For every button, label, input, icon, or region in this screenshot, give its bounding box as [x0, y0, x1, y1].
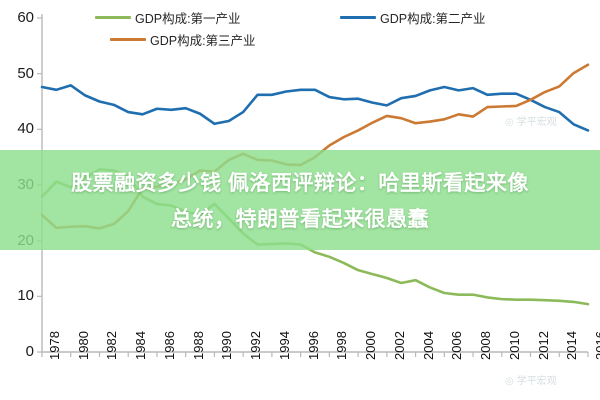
y-axis-tick-label: 0 — [25, 343, 34, 360]
x-axis-tick-label: 2016 — [593, 331, 600, 360]
headline-overlay-band — [0, 150, 600, 250]
x-axis-tick-label: 1986 — [161, 331, 177, 360]
x-axis-tick-label: 1988 — [190, 331, 206, 360]
legend-item-secondary-industry: GDP构成:第二产业 — [340, 8, 486, 27]
x-axis-tick-label: 2006 — [449, 331, 465, 360]
x-axis-tick-label: 1994 — [276, 331, 292, 360]
y-axis-tick-label: 10 — [17, 287, 34, 305]
legend-swatch-tertiary-industry — [110, 38, 146, 41]
legend-item-tertiary-industry: GDP构成:第三产业 — [110, 30, 256, 49]
chart-legend: GDP构成:第一产业 GDP构成:第二产业 GDP构成:第三产业 — [0, 0, 600, 48]
x-axis-tick-label: 2008 — [478, 331, 494, 360]
legend-swatch-primary-industry — [95, 16, 131, 19]
watermark-logo-icon-bottom: ◎ — [505, 376, 514, 387]
series-line-2 — [40, 84, 590, 132]
y-axis-tick-label: 40 — [17, 120, 34, 138]
x-axis-tick-label: 1990 — [219, 331, 235, 360]
legend-label-secondary-industry: GDP构成:第二产业 — [380, 12, 486, 26]
x-axis-tick-label: 1980 — [75, 331, 91, 360]
x-axis-tick-label: 1978 — [47, 331, 62, 360]
y-axis-tick-label: 60 — [17, 9, 34, 26]
y-axis-tick-label: 50 — [17, 64, 34, 82]
watermark-bottom: ◎ 学平宏观 — [505, 372, 557, 387]
x-axis-tick-label: 1996 — [305, 331, 321, 360]
legend-label-tertiary-industry: GDP构成:第三产业 — [150, 34, 256, 48]
x-axis-tick-label: 2010 — [506, 331, 522, 360]
x-axis-tick-label: 1992 — [248, 331, 264, 360]
x-axis-tick-label: 2004 — [420, 331, 436, 360]
watermark-logo-icon: ◎ — [505, 117, 514, 128]
legend-label-primary-industry: GDP构成:第一产业 — [135, 12, 241, 26]
x-axis-tick-label: 2012 — [535, 331, 551, 360]
x-axis-tick-label: 1984 — [133, 331, 149, 360]
watermark-bottom-text: 学平宏观 — [516, 376, 557, 387]
x-axis-tick-label: 2000 — [363, 331, 379, 360]
x-axis-tick-label: 2014 — [564, 331, 580, 360]
watermark-top: ◎ 学平宏观 — [505, 113, 557, 128]
x-axis-tick-label: 1998 — [334, 331, 350, 360]
legend-swatch-secondary-industry — [340, 16, 376, 19]
watermark-top-text: 学平宏观 — [516, 117, 557, 128]
x-axis-tick-label: 1982 — [104, 331, 120, 360]
legend-item-primary-industry: GDP构成:第一产业 — [95, 8, 241, 27]
x-axis-tick-label: 2002 — [391, 331, 407, 360]
